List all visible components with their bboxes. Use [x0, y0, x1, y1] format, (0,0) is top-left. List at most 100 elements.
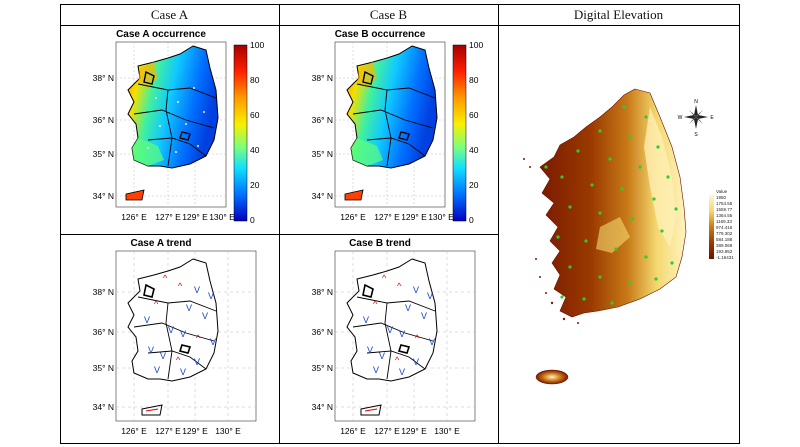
case-b-occurrence-map: 38° N 36° N 35° N 34° N 126° E 127° E 12… [312, 40, 484, 225]
lat-tick-34: 34° N [93, 402, 114, 412]
trend-down-marker: V [413, 285, 419, 295]
elevation-legend-value: 1169.33 [716, 219, 732, 224]
lon-tick-129: 129° E [401, 212, 427, 222]
lon-tick-130: 130° E [434, 426, 460, 436]
digital-elevation-map: N S E W Value 1950 1754.55 1559.77 1364.… [523, 88, 734, 385]
trend-down-marker: V [421, 311, 427, 321]
trend-down-marker: V [194, 285, 200, 295]
lon-tick-126: 126° E [121, 426, 147, 436]
lat-tick-34: 34° N [312, 402, 333, 412]
lat-tick-35: 35° N [93, 149, 114, 159]
trend-down-marker: V [154, 365, 160, 375]
compass-s: S [694, 132, 698, 138]
elevation-legend-bar [709, 195, 714, 259]
trend-down-marker: V [427, 291, 433, 301]
lon-tick-127: 127° E [374, 212, 400, 222]
column-divider-1 [279, 5, 280, 443]
colorbar-tick-20: 20 [469, 180, 479, 190]
case-a-occurrence-map: 38° N 36° N 35° N 34° N 126° E 127° E 12… [93, 40, 265, 225]
lon-tick-127: 127° E [374, 426, 400, 436]
trend-down-marker: V [194, 357, 200, 367]
lat-tick-38: 38° N [312, 73, 333, 83]
case-b-trend-map: ^ ^ V V ^ V V V V V ^ V V V ^ V V V 38° … [312, 250, 476, 436]
trend-down-marker: V [405, 303, 411, 313]
lon-tick-127: 127° E [155, 212, 181, 222]
figure-table: Case A Case B Digital Elevation Case A o… [60, 4, 740, 444]
case-a-trend-title: Case A trend [130, 238, 192, 249]
trend-down-marker: V [387, 325, 393, 335]
jeju-island [535, 369, 569, 385]
lon-tick-129: 129° E [182, 212, 208, 222]
colorbar-tick-20: 20 [250, 180, 260, 190]
compass-rose-icon: N S E W [678, 99, 715, 138]
lon-tick-130: 130° E [215, 426, 241, 436]
case-a-trend-panel: Case A trend ^ ^ V V ^ [68, 237, 273, 442]
lon-tick-129: 129° E [401, 426, 427, 436]
trend-down-marker: V [186, 303, 192, 313]
lat-tick-35: 35° N [93, 363, 114, 373]
elevation-legend-value: 193.952 [716, 249, 733, 254]
trend-down-marker: V [367, 345, 373, 355]
case-a-occurrence-title: Case A occurrence [116, 29, 206, 40]
digital-elevation-panel: N S E W Value 1950 1754.55 1559.77 1364.… [500, 27, 738, 442]
colorbar-tick-100: 100 [250, 40, 264, 50]
header-divider [60, 25, 740, 26]
trend-down-marker: V [210, 337, 216, 347]
case-a-colorbar [233, 44, 248, 222]
lat-tick-38: 38° N [312, 287, 333, 297]
trend-down-marker: V [373, 365, 379, 375]
lon-tick-130: 130° E [209, 212, 235, 222]
trend-down-marker: V [160, 351, 166, 361]
lat-tick-36: 36° N [93, 327, 114, 337]
lon-tick-129: 129° E [182, 426, 208, 436]
lat-tick-35: 35° N [312, 149, 333, 159]
row-divider [60, 234, 498, 235]
trend-down-marker: V [202, 311, 208, 321]
trend-up-marker: ^ [395, 355, 400, 365]
trend-up-marker: ^ [415, 333, 420, 343]
lat-tick-36: 36° N [312, 115, 333, 125]
lon-tick-126: 126° E [340, 212, 366, 222]
lat-tick-35: 35° N [312, 363, 333, 373]
compass-w: W [678, 115, 683, 121]
trend-up-marker: ^ [196, 333, 201, 343]
table-border-left [60, 5, 61, 443]
colorbar-tick-80: 80 [250, 75, 260, 85]
lon-tick-130: 130° E [428, 212, 454, 222]
case-a-trend-map: ^ ^ V V ^ V V V V V ^ V V V ^ V V V 38° … [93, 250, 257, 436]
lat-tick-36: 36° N [312, 327, 333, 337]
trend-down-marker: V [429, 337, 435, 347]
trend-down-marker: V [413, 357, 419, 367]
elevation-legend-value: 974.416 [716, 225, 733, 230]
lat-tick-38: 38° N [93, 287, 114, 297]
compass-n: N [694, 99, 698, 105]
compass-e: E [710, 115, 714, 121]
trend-up-marker: ^ [373, 299, 378, 309]
elevation-legend-value: 389.069 [716, 243, 733, 248]
trend-down-marker: V [399, 367, 405, 377]
case-a-occurrence-panel: Case A occurrence [68, 28, 273, 233]
colorbar-tick-100: 100 [469, 40, 483, 50]
trend-up-marker: ^ [163, 273, 168, 283]
lat-tick-34: 34° N [312, 191, 333, 201]
trend-down-marker: V [168, 325, 174, 335]
table-border-right [739, 5, 740, 443]
trend-down-marker: V [180, 367, 186, 377]
lon-tick-126: 126° E [121, 212, 147, 222]
trend-up-marker: ^ [154, 299, 159, 309]
elevation-legend-value: 779.302 [716, 231, 733, 236]
column-header-case-b: Case B [369, 7, 408, 22]
case-b-colorbar [452, 44, 467, 222]
elevation-legend-value: -1.16431 [716, 255, 734, 260]
elevation-legend: Value 1950 1754.55 1559.77 1364.55 1169.… [709, 189, 734, 260]
elevation-legend-value: 1559.77 [716, 207, 733, 212]
trend-up-marker: ^ [176, 355, 181, 365]
trend-down-marker: V [180, 329, 186, 339]
lat-tick-38: 38° N [93, 73, 114, 83]
colorbar-tick-60: 60 [250, 110, 260, 120]
column-header-case-a: Case A [150, 7, 189, 22]
colorbar-tick-0: 0 [250, 215, 255, 225]
trend-up-marker: ^ [397, 281, 402, 291]
lon-tick-127: 127° E [155, 426, 181, 436]
case-b-trend-title: Case B trend [349, 238, 411, 249]
